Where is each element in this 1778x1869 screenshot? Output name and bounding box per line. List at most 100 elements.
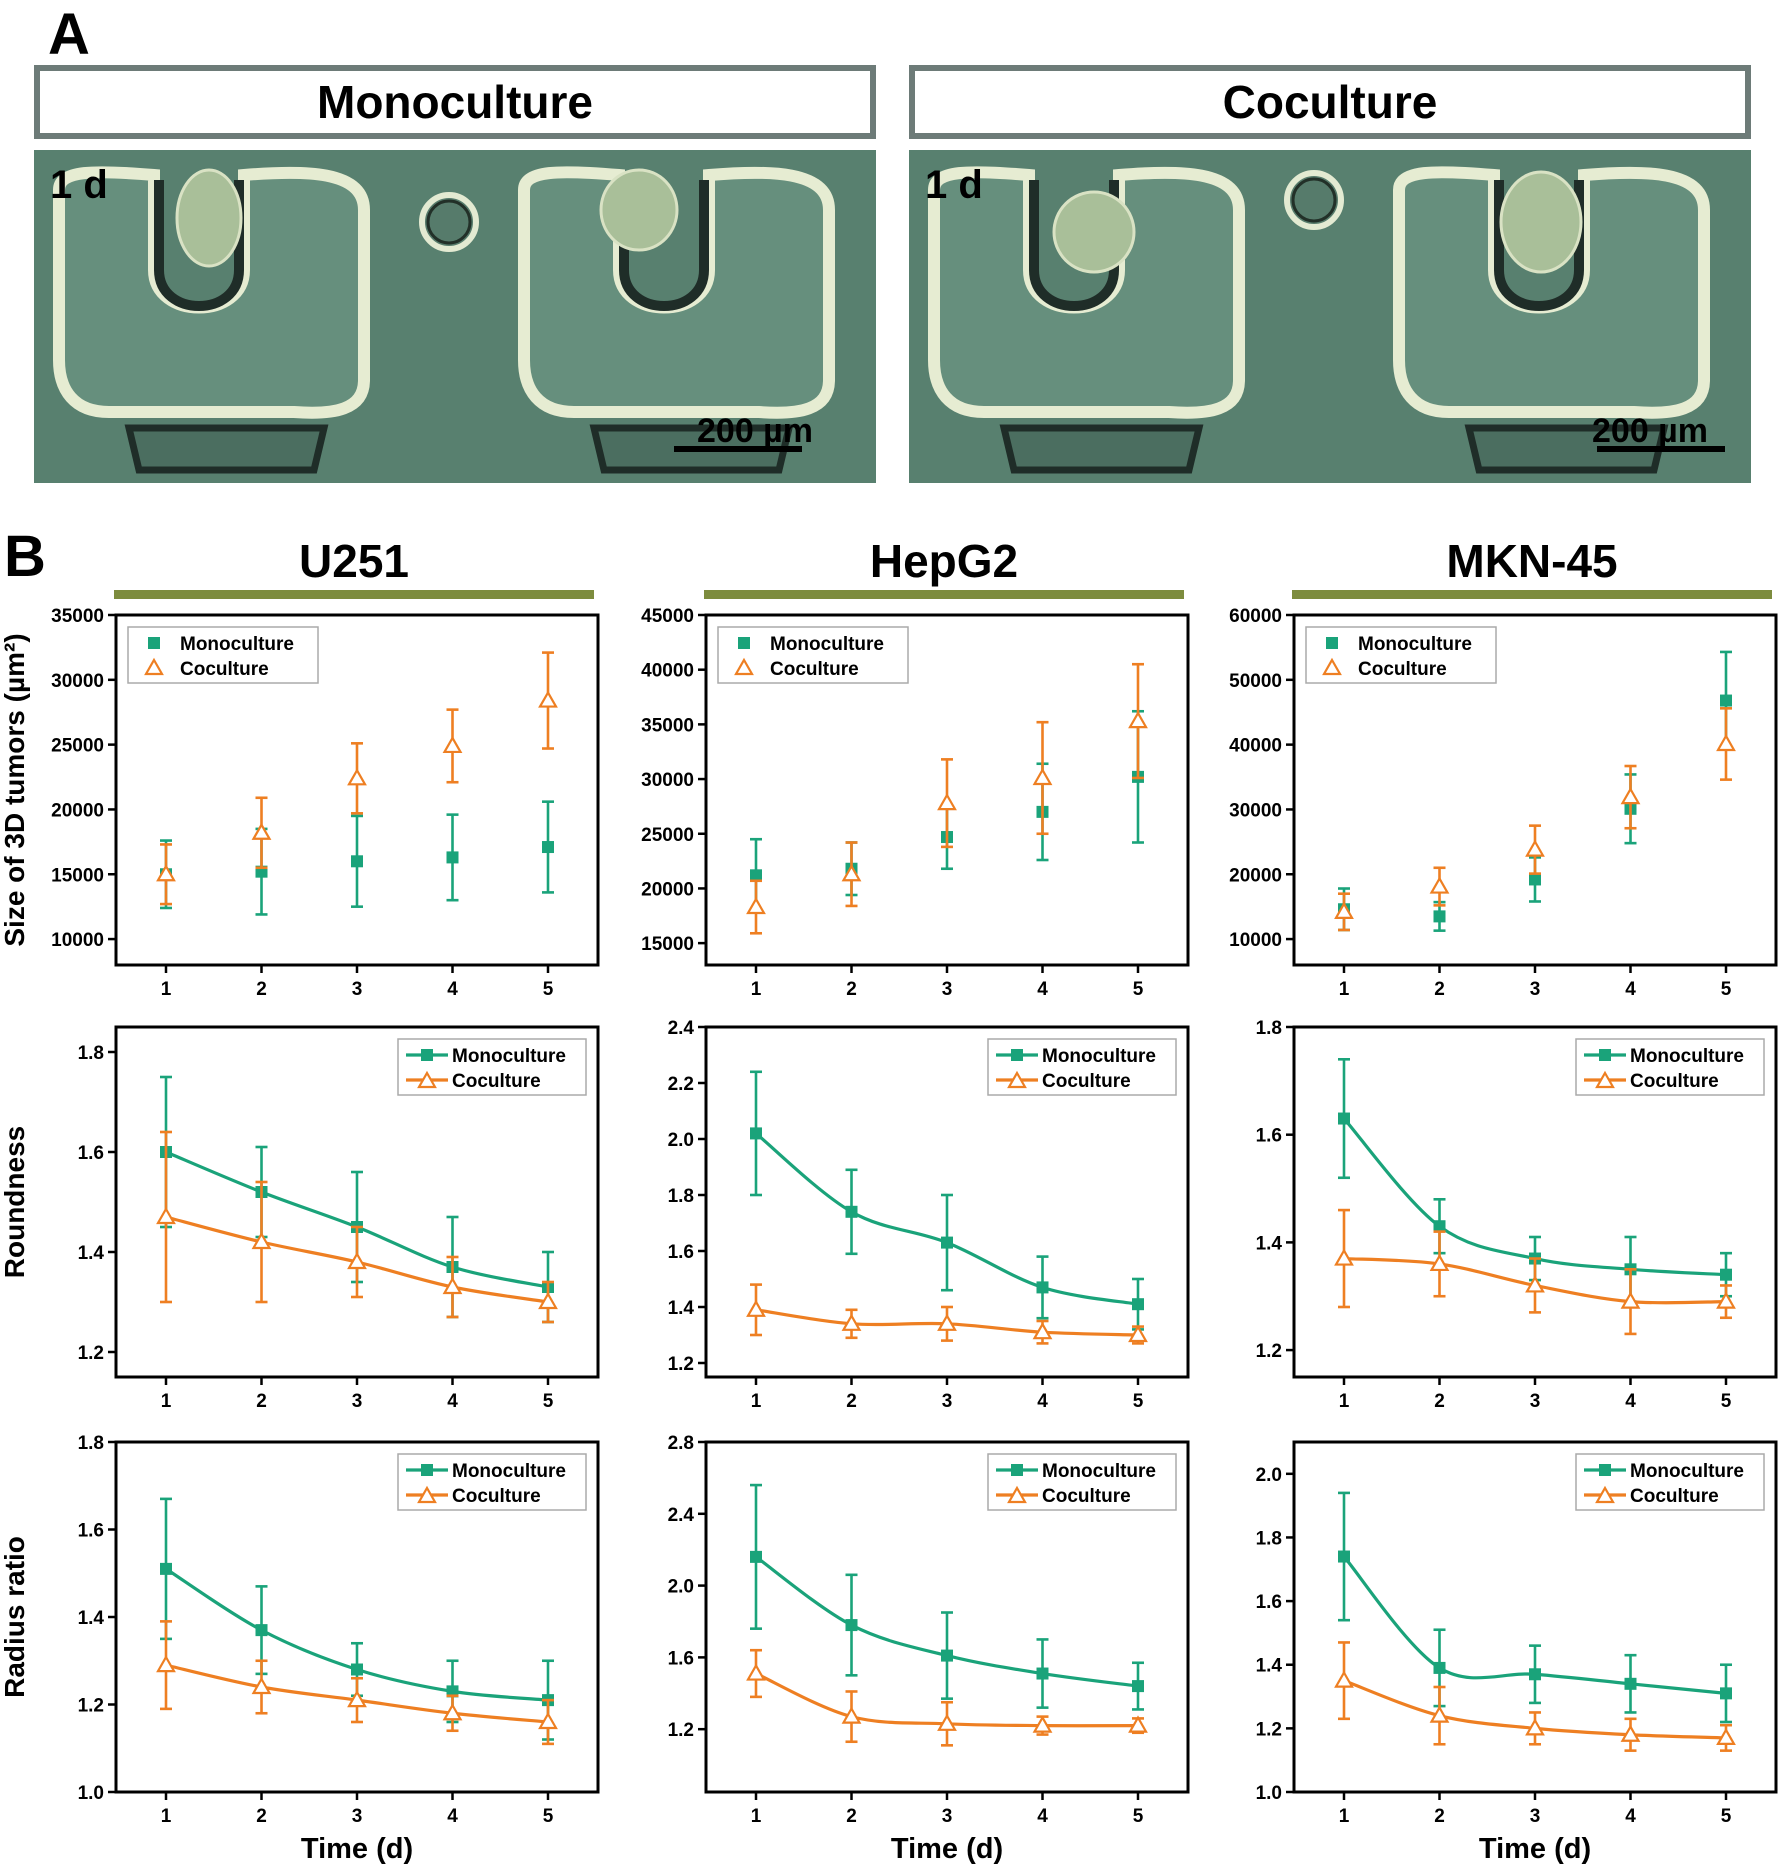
data-point [255,1624,268,1637]
legend-marker [421,1464,433,1476]
chart-roundness-u251: 1.2 1.4 1.6 1.8 1 2 3 4 5 Roundness Monoculture Coc… [0,1025,600,1412]
x-tick-label: 3 [942,979,953,1000]
data-point [347,768,367,786]
data-point [1036,1281,1049,1294]
legend-marker [1011,1049,1023,1061]
data-point [746,1663,766,1681]
y-tick-label: 20000 [641,879,694,900]
y-tick-label: 1.8 [1256,1528,1282,1549]
x-tick-label: 4 [447,1806,458,1827]
legend-marker [417,1485,437,1504]
column-title-mkn45: MKN-45 [1446,535,1618,587]
y-axis-label: Roundness [0,1126,30,1278]
data-point [1525,1718,1545,1736]
legend-label: Monoculture [452,1461,566,1482]
data-point [750,869,762,882]
data-point [1433,910,1446,923]
x-tick-label: 1 [751,1391,762,1412]
data-point [251,1676,272,1695]
legend-label: Coculture [180,659,269,680]
legend-marker [148,637,160,649]
data-point [347,1251,367,1270]
data-point [937,1313,957,1331]
x-tick-label: 1 [161,979,172,1000]
data-point [1620,786,1641,805]
series-coculture [746,1283,1148,1345]
x-tick-label: 2 [256,1391,267,1412]
data-point [538,1711,558,1730]
data-point [1334,1670,1354,1688]
x-tick-label: 4 [1037,979,1048,1000]
legend-marker [417,1070,437,1089]
x-tick-label: 4 [1625,1806,1636,1827]
data-point [1338,1112,1350,1125]
data-point [1429,876,1450,894]
data-point [841,1313,862,1331]
series-monoculture [1338,1491,1732,1724]
y-tick-label: 1.6 [78,1521,104,1542]
data-point [1338,1550,1350,1563]
y-tick-label: 1.0 [78,1783,104,1804]
data-point [1429,1253,1450,1272]
data-point [746,1299,766,1317]
x-axis-label: Time (d) [891,1833,1003,1865]
legend-label: Coculture [452,1486,541,1507]
legend-marker [1007,1485,1027,1504]
data-point [1720,694,1732,707]
y-tick-label: 1.2 [668,1354,694,1375]
chart-roundness-hepg2: 1.2 1.4 1.6 1.8 2.0 2.2 2.4 1 2 3 4 5 Monoculture Coc… [668,1018,1190,1412]
x-tick-label: 4 [447,1391,458,1412]
legend-marker [421,1049,433,1061]
series-monoculture [750,1070,1144,1331]
y-tick-label: 2.2 [668,1074,694,1095]
data-point [1032,1715,1053,1733]
y-tick-label: 1.6 [78,1143,104,1164]
y-tick-label: 25000 [641,825,694,846]
series-coculture [1334,707,1736,932]
x-tick-label: 5 [1133,1391,1144,1412]
chart-size-hepg2: 15000 20000 25000 30000 35000 40000 45000 1 2 3 4 5… [641,606,1190,1000]
data-point [347,1689,367,1708]
legend-label: Coculture [1630,1071,1719,1092]
data-point [1132,1298,1144,1311]
chart-radius-u251: 1.0 1.2 1.4 1.6 1.8 1 2 3 4 5 Radius ratio Time (d)… [0,1433,600,1865]
y-tick-label: 50000 [1229,671,1282,692]
data-point [1720,1268,1732,1281]
x-tick-label: 4 [1625,1391,1636,1412]
data-point [446,851,459,864]
legend-marker [1326,637,1338,649]
data-point [1716,1727,1736,1746]
x-tick-label: 5 [1721,1806,1732,1827]
data-point [1529,873,1541,886]
data-point [1128,710,1148,729]
x-tick-label: 2 [1434,1391,1445,1412]
coculture-header: Coculture [909,65,1751,139]
x-tick-label: 3 [352,979,363,1000]
series-line [1342,1555,1727,1695]
x-tick-label: 1 [751,979,762,1000]
data-point [750,1127,762,1140]
y-tick-label: 1.8 [668,1186,694,1207]
column-bar-u251 [114,590,594,599]
data-point [1429,1705,1450,1723]
data-point [160,1562,172,1575]
data-point [156,1654,176,1673]
monoculture-day-label: 1 d [50,163,108,207]
legend-label: Monoculture [180,634,294,655]
data-point [156,1206,176,1225]
y-tick-label: 10000 [51,930,104,951]
data-point [1032,767,1053,786]
data-point [1128,1715,1148,1733]
data-point [156,864,176,882]
legend-box [987,1038,1177,1096]
legend-label: Monoculture [1042,1461,1156,1482]
y-tick-label: 1.4 [1256,1656,1283,1677]
x-tick-label: 1 [161,1391,172,1412]
series-coculture [156,1620,558,1746]
y-tick-label: 1.2 [78,1696,104,1717]
x-tick-label: 1 [1339,1391,1350,1412]
legend-label: Coculture [1042,1486,1131,1507]
x-tick-label: 2 [256,1806,267,1827]
data-point [1620,1291,1641,1309]
